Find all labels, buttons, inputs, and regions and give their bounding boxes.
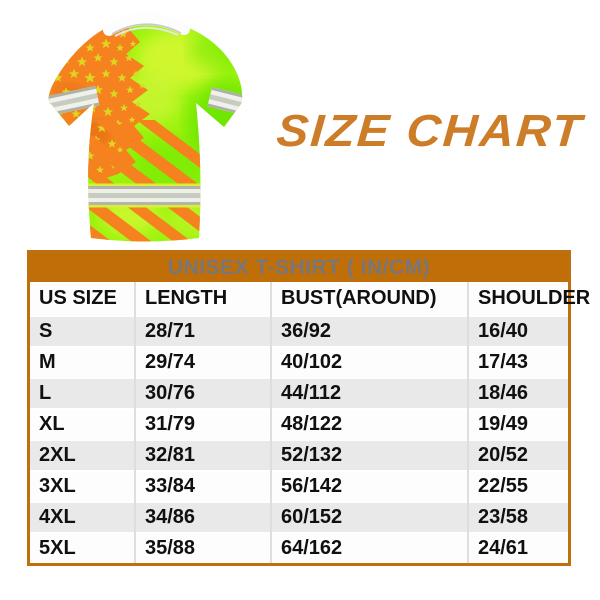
cell-bust: 44/112: [270, 377, 468, 409]
cell-bust: 40/102: [270, 346, 468, 378]
sizes-table: US SIZE LENGTH BUST(AROUND) SHOULDER S 2…: [30, 282, 590, 563]
table-row: M 29/74 40/102 17/43: [30, 346, 568, 378]
table-row: 4XL 34/86 60/152 23/58: [30, 501, 568, 533]
table-row: S 28/71 36/92 16/40: [30, 315, 568, 347]
cell-size: 2XL: [30, 439, 135, 471]
cell-shoulder: 23/58: [467, 501, 568, 533]
tshirt-product-image: [30, 4, 262, 244]
cell-size: 4XL: [30, 501, 135, 533]
col-header-shoulder: SHOULDER: [467, 282, 590, 316]
cell-bust: 52/132: [270, 439, 468, 471]
col-header-us-size: US SIZE: [30, 282, 135, 316]
cell-bust: 48/122: [270, 408, 468, 440]
cell-length: 30/76: [134, 377, 271, 409]
size-chart-table: UNISEX T-SHIRT ( IN/CM) US SIZE LENGTH B…: [27, 250, 590, 566]
header-row: US SIZE LENGTH BUST(AROUND) SHOULDER: [30, 282, 590, 316]
cell-size: L: [30, 377, 135, 409]
cell-bust: 64/162: [270, 532, 468, 563]
tshirt-illustration: [48, 13, 243, 242]
table-title-band: UNISEX T-SHIRT ( IN/CM): [30, 253, 568, 282]
cell-size: XL: [30, 408, 135, 440]
cell-shoulder: 19/49: [467, 408, 568, 440]
cell-length: 33/84: [134, 470, 271, 502]
table-row: 2XL 32/81 52/132 20/52: [30, 439, 568, 471]
cell-bust: 56/142: [270, 470, 468, 502]
table-row: 3XL 33/84 56/142 22/55: [30, 470, 568, 502]
cell-bust: 60/152: [270, 501, 468, 533]
table-row: L 30/76 44/112 18/46: [30, 377, 568, 409]
collar: [103, 13, 190, 37]
cell-size: 5XL: [30, 532, 135, 563]
page-title: SIZE CHART: [274, 105, 586, 156]
cell-size: 3XL: [30, 470, 135, 502]
table-row: XL 31/79 48/122 19/49: [30, 408, 568, 440]
cell-length: 29/74: [134, 346, 271, 378]
cell-shoulder: 16/40: [467, 315, 568, 347]
col-header-bust: BUST(AROUND): [270, 282, 468, 316]
cell-bust: 36/92: [270, 315, 468, 347]
cell-length: 32/81: [134, 439, 271, 471]
cell-size: S: [30, 315, 135, 347]
reflective-band-left-sleeve: [48, 85, 100, 117]
reflective-band-right-sleeve: [207, 87, 243, 119]
col-header-length: LENGTH: [134, 282, 271, 316]
table-row: 5XL 35/88 64/162 24/61: [30, 532, 568, 563]
cell-shoulder: 22/55: [467, 470, 568, 502]
cell-size: M: [30, 346, 135, 378]
cell-length: 28/71: [134, 315, 271, 347]
cell-length: 34/86: [134, 501, 271, 533]
cell-shoulder: 17/43: [467, 346, 568, 378]
reflective-band-waist: [84, 183, 202, 208]
cell-shoulder: 24/61: [467, 532, 568, 563]
cell-length: 35/88: [134, 532, 271, 563]
shirt-body: [48, 18, 243, 242]
cell-shoulder: 20/52: [467, 439, 568, 471]
cell-length: 31/79: [134, 408, 271, 440]
cell-shoulder: 18/46: [467, 377, 568, 409]
